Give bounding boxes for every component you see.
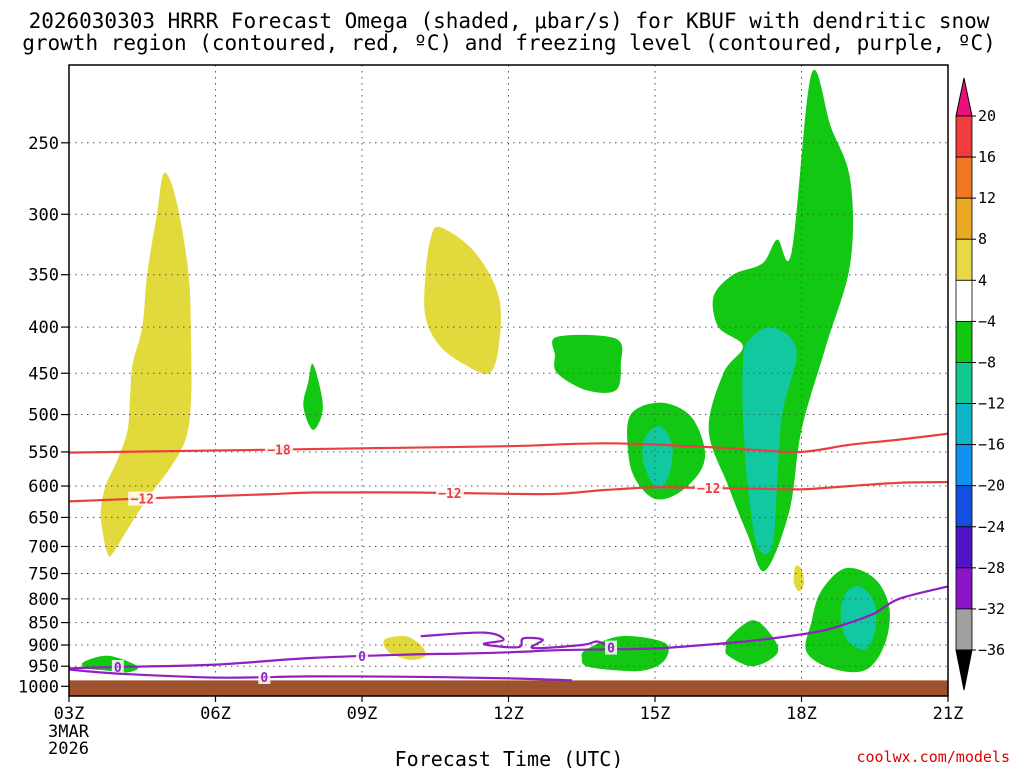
x-tick-label: 12Z (493, 704, 524, 724)
isotherm-label-bg (356, 649, 368, 664)
colorbar-bottom-triangle (955, 649, 973, 691)
isotherm-label: −12 (697, 482, 720, 497)
colorbar-tick-label: 4 (978, 271, 987, 289)
isotherm-label-bg (694, 481, 723, 496)
temperature-contours: −18 −12 −12 −12 0 0 0 0 (68, 432, 949, 686)
isotherm-label: 0 (260, 671, 268, 686)
y-tick-label: 600 (28, 477, 59, 497)
y-tick-label: 450 (28, 364, 59, 384)
x-tick-label: 15Z (640, 704, 671, 724)
pressure-axis: 2503003504004505005506006507007508008509… (18, 134, 69, 697)
x-tick-label: 21Z (933, 704, 964, 724)
y-tick-label: 800 (28, 590, 59, 610)
omega-region (793, 565, 804, 592)
colorbar-tick-label: 20 (978, 107, 996, 125)
colorbar-tick-label: −16 (978, 436, 1005, 454)
colorbar-band (955, 526, 973, 569)
date-label-line2: 2026 (48, 739, 89, 759)
omega-region (642, 426, 673, 490)
chart-title-line2: growth region (contoured, red, ºC) and f… (22, 31, 996, 55)
isotherm-label-bg (258, 669, 271, 684)
isotherm-line (68, 432, 949, 454)
time-axis: 03Z 06Z 09Z 12Z 15Z 18Z 21Z (54, 696, 964, 724)
colorbar-tick-label: −4 (978, 312, 996, 330)
x-axis-label: Forecast Time (UTC) (395, 747, 624, 768)
omega-region (552, 334, 623, 393)
colorbar-band (955, 567, 973, 610)
colorbar-tick-label: −12 (978, 395, 1005, 413)
x-tick-label: 18Z (786, 704, 817, 724)
x-tick-label: 03Z (54, 704, 85, 724)
colorbar-band (955, 320, 973, 363)
colorbar-band (955, 362, 973, 404)
omega-region (100, 172, 192, 557)
colorbar-top-triangle (955, 77, 973, 117)
omega-region (303, 363, 323, 430)
isotherm-label: −12 (131, 493, 154, 508)
omega-region (742, 326, 797, 555)
colorbar-tick-label: 8 (978, 230, 987, 248)
y-tick-label: 700 (28, 537, 59, 557)
isotherm-label-bg (264, 442, 293, 457)
y-tick-label: 250 (28, 134, 59, 154)
isotherm-line (68, 481, 949, 503)
colorbar-band (955, 608, 973, 651)
chart-title-line1: 2026030303 HRRR Forecast Omega (shaded, … (29, 9, 990, 33)
colorbar-band (955, 279, 973, 322)
y-tick-label: 750 (28, 565, 59, 585)
isotherm-label-bg (605, 640, 618, 655)
isotherm-line (68, 668, 573, 682)
terrain-fill (69, 680, 948, 696)
colorbar-tick-label: −36 (978, 641, 1005, 659)
y-tick-label: 650 (28, 508, 59, 528)
isotherm-label: −12 (438, 487, 461, 502)
isotherm-label: 0 (358, 650, 366, 665)
y-tick-label: 950 (28, 657, 59, 677)
colorbar: 20 16 12 8 4 −4 −8 −12 −16 −20 −24 −28 −32 −36 (955, 77, 1005, 691)
colorbar-tick-label: −28 (978, 559, 1005, 577)
y-tick-label: 550 (28, 443, 59, 463)
x-tick-label: 09Z (347, 704, 378, 724)
omega-region (725, 620, 779, 667)
isotherm-label-bg (435, 486, 464, 501)
y-tick-label: 900 (28, 636, 59, 656)
colorbar-tick-label: −24 (978, 518, 1005, 536)
omega-region (81, 655, 139, 673)
colorbar-band (955, 115, 973, 158)
isotherm-line (420, 631, 617, 652)
colorbar-tick-label: 12 (978, 189, 996, 207)
colorbar-band (955, 403, 973, 446)
colorbar-tick-label: −32 (978, 600, 1005, 618)
y-tick-label: 400 (28, 318, 59, 338)
y-tick-label: 500 (28, 406, 59, 426)
y-tick-label: 350 (28, 266, 59, 286)
isotherm-label: 0 (114, 661, 122, 676)
colorbar-tick-label: 16 (978, 148, 996, 166)
y-tick-label: 850 (28, 614, 59, 634)
y-tick-label: 300 (28, 205, 59, 225)
omega-region (383, 635, 426, 661)
x-tick-label: 06Z (200, 704, 231, 724)
colorbar-band (955, 197, 973, 240)
y-tick-label: 1000 (18, 677, 59, 697)
omega-region (708, 69, 854, 572)
isotherm-label-bg (128, 491, 157, 506)
date-label-line1: 3MAR (48, 722, 90, 742)
terrain-band (69, 680, 948, 696)
colorbar-band (955, 444, 973, 487)
omega-shaded-regions (81, 69, 890, 673)
colorbar-band (955, 485, 973, 528)
colorbar-tick-label: −8 (978, 353, 996, 371)
isotherm-label: −18 (267, 444, 291, 459)
isotherm-label-bg (111, 660, 124, 675)
isotherm-label: 0 (607, 642, 615, 657)
omega-region (840, 586, 877, 650)
colorbar-tick-label: −20 (978, 477, 1005, 495)
omega-region (424, 226, 501, 375)
colorbar-band (955, 238, 973, 281)
colorbar-band (955, 156, 973, 199)
credit-text: coolwx.com/models (856, 748, 1010, 766)
